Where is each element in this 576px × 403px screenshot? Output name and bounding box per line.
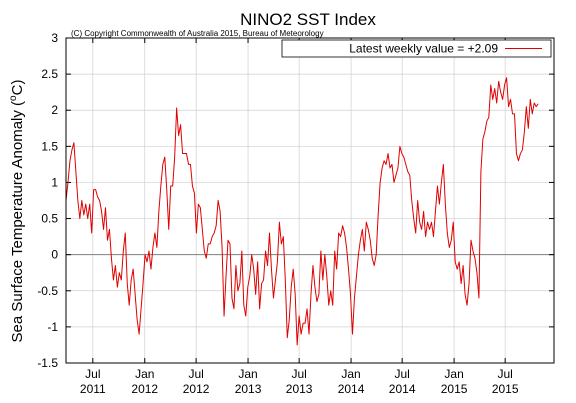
plot-frame (65, 37, 555, 364)
x-tick-label-year: 2015 (492, 382, 519, 396)
x-tick-label-month: Jan (238, 367, 257, 381)
y-tick-label: 1 (51, 175, 58, 189)
y-tick-label: -1.5 (37, 356, 58, 370)
x-tick-label-year: 2013 (286, 382, 313, 396)
x-tick-label-month: Jan (444, 367, 463, 381)
x-tick-label-year: 2013 (235, 382, 262, 396)
x-tick-label-month: Jul (188, 367, 203, 381)
x-tick-label-year: 2012 (131, 382, 158, 396)
y-tick-label: 0.5 (41, 212, 58, 226)
y-axis-label: Sea Surface Temperature Anomaly (oC) (8, 80, 26, 343)
y-axis: -1.5 -1 -0.5 0 0.5 1 1.5 2 2.5 3 (37, 31, 554, 370)
x-tick-label-year: 2015 (441, 382, 468, 396)
x-tick-label-month: Jul (85, 367, 100, 381)
legend-box (281, 39, 552, 58)
chart-title: NINO2 SST Index (240, 10, 376, 29)
x-tick-label-month: Jul (497, 367, 512, 381)
x-tick-label-month: Jan (135, 367, 154, 381)
x-tick-label-month: Jul (291, 367, 306, 381)
y-tick-label: -1 (47, 320, 58, 334)
y-tick-label: 3 (51, 31, 58, 45)
x-axis: Jul2011Jan2012Jul2012Jan2013Jul2013Jan20… (80, 38, 519, 396)
x-tick-label-month: Jul (394, 367, 409, 381)
y-tick-label: 2.5 (41, 67, 58, 81)
x-tick-label-year: 2011 (80, 382, 106, 396)
y-tick-label: 1.5 (41, 139, 58, 153)
legend-label: Latest weekly value = +2.09 (349, 42, 498, 56)
series-line (65, 77, 539, 346)
x-tick-label-year: 2014 (338, 382, 365, 396)
x-tick-label-year: 2014 (389, 382, 416, 396)
x-tick-label-year: 2012 (183, 382, 210, 396)
x-tick-label-month: Jan (341, 367, 360, 381)
y-tick-label: -0.5 (37, 284, 58, 298)
y-tick-label: 2 (51, 103, 58, 117)
chart-subtitle: (C) Copyright Commonwealth of Australia … (71, 29, 324, 38)
legend: Latest weekly value = +2.09 (281, 39, 552, 58)
series-layer (65, 77, 539, 346)
grid (66, 37, 554, 364)
y-tick-label: 0 (51, 248, 58, 262)
